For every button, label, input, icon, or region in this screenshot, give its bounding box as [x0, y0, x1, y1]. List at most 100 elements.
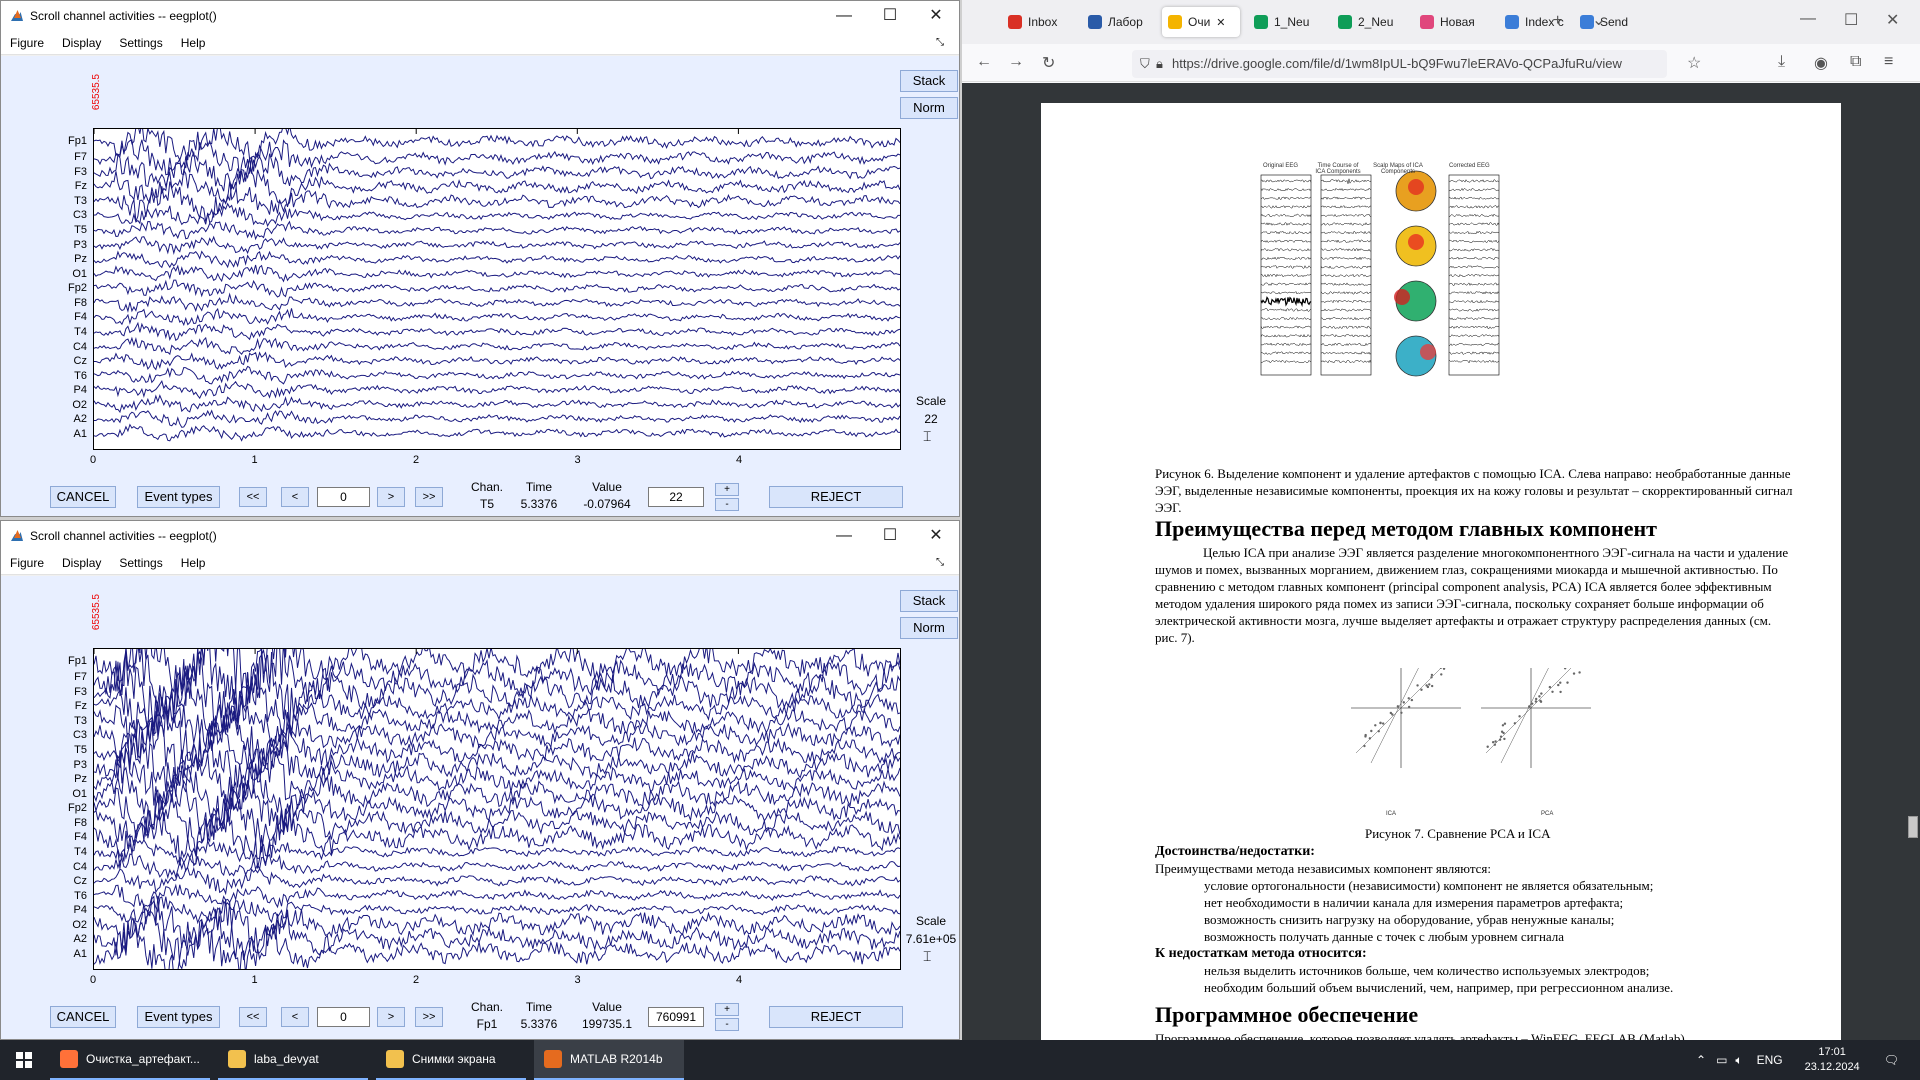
shield-icon: ⛉: [1140, 56, 1150, 71]
scale-plus-button[interactable]: +: [715, 483, 739, 496]
menu-figure[interactable]: Figure: [10, 35, 45, 50]
maximize-icon[interactable]: ☐: [882, 527, 898, 544]
norm-button[interactable]: Norm: [900, 97, 958, 119]
eeg-axes[interactable]: [93, 128, 901, 450]
tab-8[interactable]: Send: [1574, 7, 1644, 37]
pdf-viewer[interactable]: Original EEG Time Course of ICA Componen…: [962, 83, 1920, 1040]
new-tab-icon[interactable]: +: [1553, 12, 1563, 29]
stack-button[interactable]: Stack: [900, 590, 958, 612]
value-readout: -0.07964: [583, 497, 631, 511]
eeg-axes[interactable]: [93, 648, 901, 970]
tab-favicon-icon: [1580, 15, 1594, 29]
close-icon[interactable]: ✕: [929, 527, 943, 544]
extensions-icon[interactable]: ⧉: [1850, 53, 1862, 70]
fig6-trace: [1320, 239, 1372, 244]
event-types-button[interactable]: Event types: [137, 1006, 220, 1028]
channel-label: T5: [74, 743, 87, 756]
tab-close-icon[interactable]: ✕: [1216, 16, 1226, 29]
minimize-icon[interactable]: —: [836, 527, 852, 544]
position-input[interactable]: 0: [317, 1007, 370, 1027]
tab-1[interactable]: Inbox: [1002, 7, 1072, 37]
cancel-button[interactable]: CANCEL: [50, 1006, 116, 1028]
scale-minus-button[interactable]: -: [715, 1018, 739, 1031]
pdf-scrollbar-thumb[interactable]: [1908, 816, 1918, 838]
nav-button-prev[interactable]: <: [281, 487, 309, 507]
nav-button-last[interactable]: >>: [415, 487, 443, 507]
minimize-icon[interactable]: —: [1800, 10, 1816, 27]
menu-help[interactable]: Help: [180, 555, 206, 570]
nav-button-first[interactable]: <<: [239, 487, 267, 507]
event-types-button[interactable]: Event types: [137, 486, 220, 508]
dock-icon[interactable]: ⤡: [936, 37, 944, 48]
nav-button-next[interactable]: >: [377, 487, 405, 507]
tab-2[interactable]: Лабор: [1082, 7, 1154, 37]
taskbar-item-3[interactable]: Снимки экрана: [376, 1040, 526, 1080]
menu-figure[interactable]: Figure: [10, 555, 45, 570]
cons-item-1: нельзя выделить источников больше, чем к…: [1204, 963, 1650, 978]
menu-icon[interactable]: ≡: [1884, 53, 1894, 70]
tab-3[interactable]: Очи ✕: [1162, 7, 1240, 37]
forward-icon[interactable]: →: [1008, 53, 1024, 70]
tab-4[interactable]: 1_Neu: [1248, 7, 1324, 37]
norm-button[interactable]: Norm: [900, 617, 958, 639]
nav-button-first[interactable]: <<: [239, 1007, 267, 1027]
x-tick: 2: [412, 454, 420, 466]
menu-settings[interactable]: Settings: [119, 555, 163, 570]
close-icon[interactable]: ✕: [929, 7, 943, 24]
fig6-trace: [1260, 265, 1312, 269]
bookmark-star-icon[interactable]: ☆: [1687, 55, 1702, 72]
taskbar-app-icon: [228, 1050, 246, 1068]
fig7-point: [1430, 676, 1433, 679]
scale-minus-button[interactable]: -: [715, 498, 739, 511]
menu-display[interactable]: Display: [62, 35, 102, 50]
position-input[interactable]: 0: [317, 487, 370, 507]
stack-button[interactable]: Stack: [900, 70, 958, 92]
fig7-point: [1513, 722, 1517, 725]
reject-button[interactable]: REJECT: [769, 1006, 903, 1028]
volume-icon[interactable]: 🔈︎: [1735, 1052, 1743, 1067]
menu-settings[interactable]: Settings: [119, 35, 163, 50]
nav-button-prev[interactable]: <: [281, 1007, 309, 1027]
scale-input[interactable]: 760991: [648, 1007, 704, 1027]
close-icon[interactable]: ✕: [1886, 12, 1900, 29]
scale-input[interactable]: 22: [648, 487, 704, 507]
nav-button-next[interactable]: >: [377, 1007, 405, 1027]
tab-label: Лабор: [1108, 15, 1143, 29]
scale-plus-button[interactable]: +: [715, 1003, 739, 1016]
language-indicator[interactable]: ENG: [1756, 1053, 1783, 1067]
network-icon[interactable]: ▭: [1716, 1053, 1728, 1067]
chan-header: Chan.: [470, 1000, 504, 1014]
dock-icon[interactable]: ⤡: [936, 557, 944, 568]
eeg-trace-c3: [94, 202, 900, 228]
minimize-icon[interactable]: —: [836, 7, 852, 24]
fig7-point: [1377, 730, 1380, 733]
taskbar-item-2[interactable]: laba_devyat: [218, 1040, 368, 1080]
menu-display[interactable]: Display: [62, 555, 102, 570]
menu-help[interactable]: Help: [180, 35, 206, 50]
taskbar-item-1[interactable]: Очистка_артефакт...: [50, 1040, 210, 1080]
url-bar[interactable]: ⛉ 🔒︎ https://drive.google.com/file/d/1wm…: [1132, 50, 1667, 78]
maximize-icon[interactable]: ☐: [1844, 12, 1859, 29]
tab-6[interactable]: Новая: [1414, 7, 1490, 37]
fig7-point: [1498, 738, 1502, 741]
reload-icon[interactable]: ↻: [1042, 55, 1056, 72]
channel-label: A2: [73, 933, 87, 946]
fig6-trace: [1260, 342, 1312, 347]
cancel-button[interactable]: CANCEL: [50, 486, 116, 508]
maximize-icon[interactable]: ☐: [882, 7, 898, 24]
fig7-point: [1370, 729, 1373, 733]
tab-list-icon[interactable]: ⌄: [1592, 12, 1606, 29]
clock[interactable]: 17:01 23.12.2024: [1805, 1045, 1860, 1075]
nav-button-last[interactable]: >>: [415, 1007, 443, 1027]
reject-button[interactable]: REJECT: [769, 486, 903, 508]
back-icon[interactable]: ←: [976, 53, 992, 70]
tray-chevron-icon[interactable]: ⌃: [1696, 1053, 1707, 1067]
tab-5[interactable]: 2_Neu: [1332, 7, 1406, 37]
tab-7[interactable]: Index c: [1499, 7, 1569, 37]
account-icon[interactable]: ◉: [1814, 55, 1828, 72]
notifications-icon[interactable]: 🗨︎: [1883, 1053, 1899, 1067]
chan-header: Chan.: [470, 480, 504, 494]
taskbar-item-4[interactable]: MATLAB R2014b: [534, 1040, 684, 1080]
start-button[interactable]: [4, 1040, 44, 1080]
downloads-icon[interactable]: ⤓: [1778, 53, 1786, 70]
